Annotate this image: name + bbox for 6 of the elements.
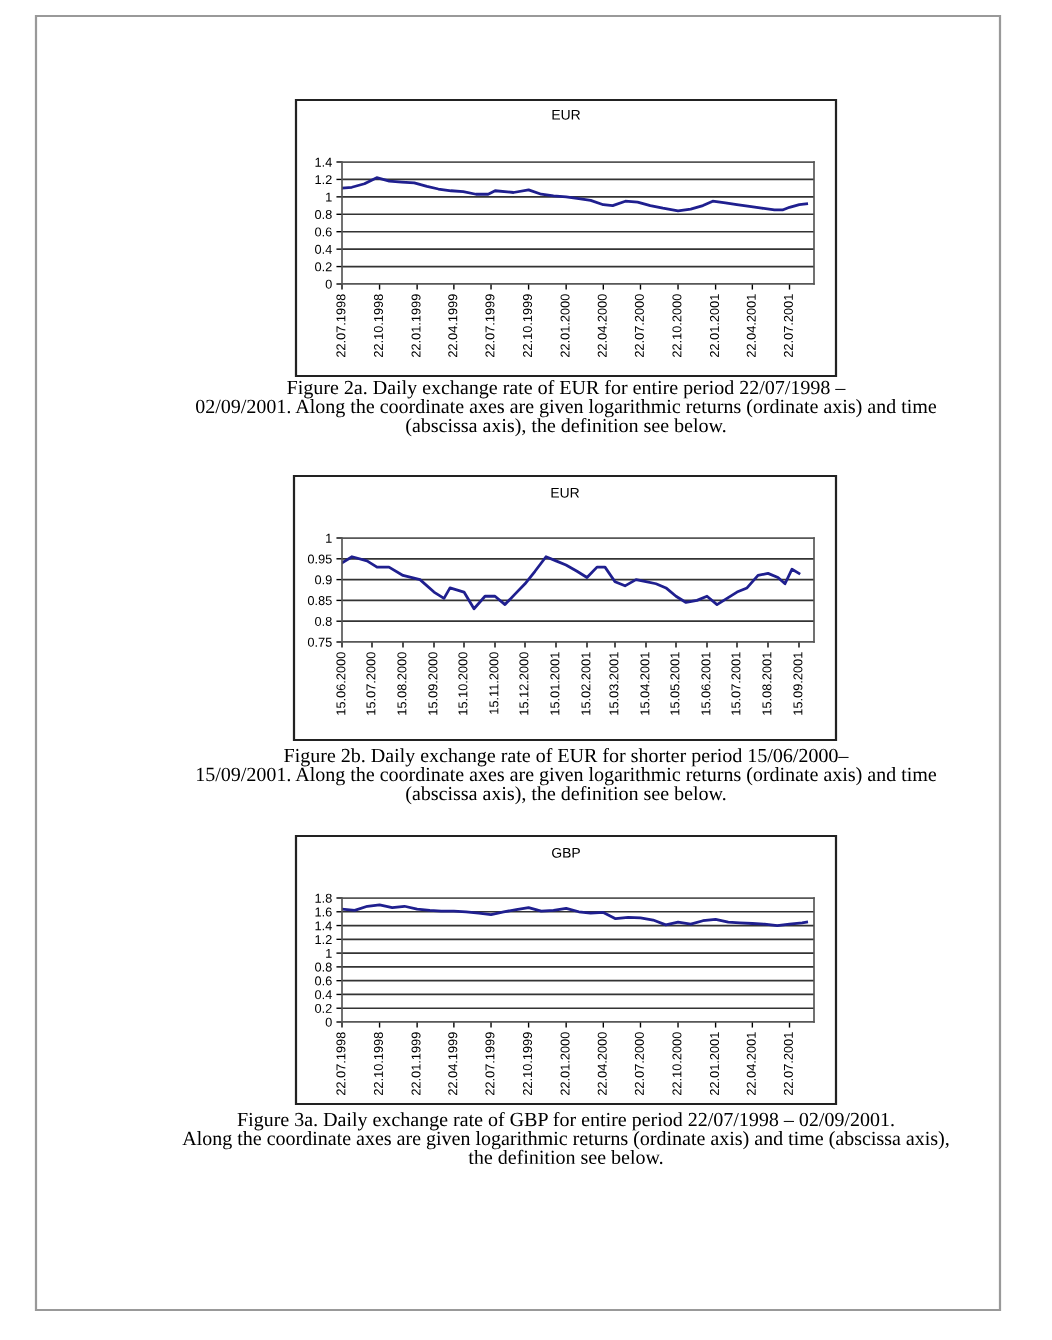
caption: Figure 3a. Daily exchange rate of GBP for entire period 22/07/1998 – 02/09/2001. Along the coordinate axes are given logarithmic returns (ordinate axis) and time (abscissa axis), the definition see below. [182, 1112, 949, 1165]
caption: Figure 2a. Daily exchange rate of EUR for entire period 22/07/1998 – 02/09/2001. Along the coordinate axes are given logarithmic returns (ordinate axis) and time (abscissa axis), the definition see below. [196, 380, 937, 437]
caption: Figure 2b. Daily exchange rate of EUR for shorter period 15/06/2000– 15/09/2001. Along the coordinate axes are given logarithmic returns (ordinate axis) and time (abscissa axis), the definition see below. [197, 748, 937, 805]
line-series [342, 903, 809, 927]
line-series [342, 555, 801, 611]
line-series [342, 176, 809, 213]
